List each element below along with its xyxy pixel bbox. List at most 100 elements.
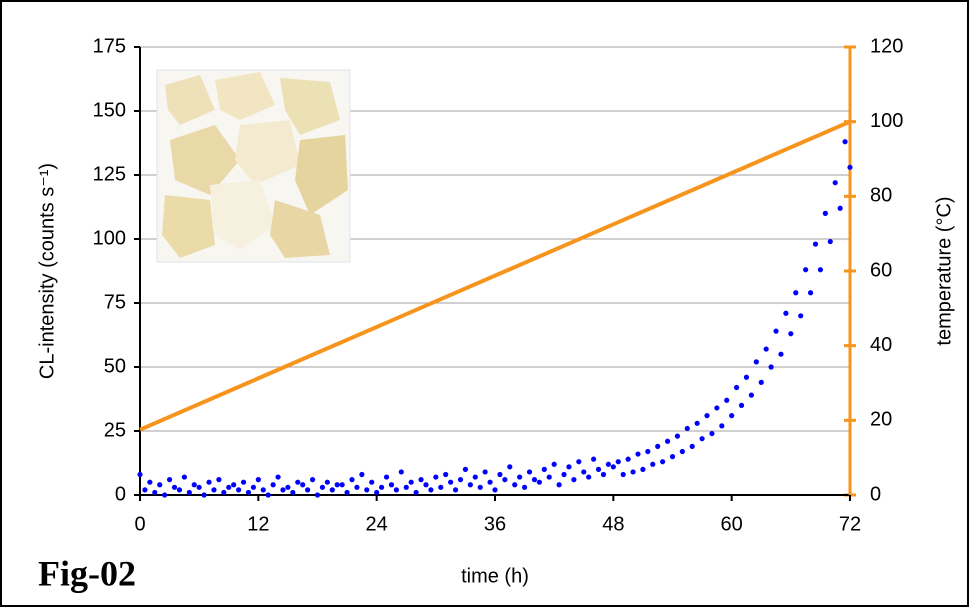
data-point [458, 477, 463, 482]
data-point [216, 477, 221, 482]
data-point [211, 487, 216, 492]
data-point [660, 459, 665, 464]
data-point [172, 485, 177, 490]
data-point [798, 313, 803, 318]
data-point [828, 239, 833, 244]
data-point [502, 477, 507, 482]
data-point [621, 472, 626, 477]
data-point [236, 487, 241, 492]
x-axis-label: time (h) [461, 565, 529, 587]
data-point [330, 487, 335, 492]
data-point [596, 467, 601, 472]
data-point [384, 474, 389, 479]
y2-tick-label: 120 [870, 35, 903, 57]
data-point [680, 449, 685, 454]
data-point [650, 462, 655, 467]
data-point [310, 477, 315, 482]
data-point [699, 436, 704, 441]
data-point [769, 364, 774, 369]
data-point [147, 480, 152, 485]
y2-axis-label: temperature (°C) [933, 196, 955, 345]
data-point [433, 474, 438, 479]
data-point [729, 413, 734, 418]
data-point [359, 472, 364, 477]
data-point [256, 477, 261, 482]
data-point [709, 431, 714, 436]
x-tick-label: 60 [721, 513, 743, 535]
data-point [616, 459, 621, 464]
data-point [552, 462, 557, 467]
data-point [527, 469, 532, 474]
x-tick-label: 0 [134, 513, 145, 535]
data-point [586, 474, 591, 479]
y-tick-label: 125 [93, 163, 126, 185]
x-tick-label: 24 [366, 513, 388, 535]
y-axis-label: CL-intensity (counts s⁻¹) [36, 163, 58, 379]
y2-tick-label: 60 [870, 259, 892, 281]
data-point [532, 477, 537, 482]
data-point [192, 482, 197, 487]
x-tick-label: 48 [602, 513, 624, 535]
data-point [808, 290, 813, 295]
data-point [246, 490, 251, 495]
y-tick-label: 75 [104, 291, 126, 313]
data-point [167, 477, 172, 482]
data-point [290, 490, 295, 495]
data-point [793, 290, 798, 295]
data-point [739, 403, 744, 408]
data-point [438, 485, 443, 490]
data-point [187, 490, 192, 495]
data-point [626, 457, 631, 462]
data-point [177, 487, 182, 492]
data-point [734, 385, 739, 390]
data-point [231, 482, 236, 487]
data-point [340, 482, 345, 487]
data-point [492, 487, 497, 492]
data-point [315, 492, 320, 497]
y2-tick-label: 0 [870, 483, 881, 505]
data-point [320, 485, 325, 490]
data-point [823, 211, 828, 216]
data-point [409, 480, 414, 485]
data-point [182, 474, 187, 479]
y2-tick-label: 40 [870, 334, 892, 356]
data-point [695, 421, 700, 426]
data-point [344, 490, 349, 495]
data-point [576, 459, 581, 464]
data-point [665, 439, 670, 444]
data-point [537, 480, 542, 485]
data-point [162, 492, 167, 497]
data-point [197, 485, 202, 490]
data-point [374, 490, 379, 495]
data-point [266, 492, 271, 497]
data-point [463, 467, 468, 472]
data-point [591, 457, 596, 462]
data-point [418, 477, 423, 482]
data-point [295, 480, 300, 485]
x-tick-label: 36 [484, 513, 506, 535]
data-point [635, 451, 640, 456]
data-point [749, 393, 754, 398]
data-point [241, 480, 246, 485]
data-point [448, 480, 453, 485]
data-point [719, 423, 724, 428]
data-point [744, 375, 749, 380]
y-tick-label: 0 [115, 483, 126, 505]
x-tick-label: 12 [247, 513, 269, 535]
data-point [704, 413, 709, 418]
chart: Fig-02 time (h) CL-intensity (counts s⁻¹… [0, 0, 970, 608]
data-point [349, 477, 354, 482]
data-point [206, 480, 211, 485]
data-point [261, 487, 266, 492]
data-point [285, 485, 290, 490]
data-point [379, 485, 384, 490]
data-point [833, 180, 838, 185]
data-point [453, 487, 458, 492]
data-point [512, 482, 517, 487]
data-point [275, 474, 280, 479]
y2-tick-label: 20 [870, 409, 892, 431]
data-point [137, 472, 142, 477]
data-point [655, 444, 660, 449]
data-point [714, 405, 719, 410]
y-tick-label: 25 [104, 419, 126, 441]
